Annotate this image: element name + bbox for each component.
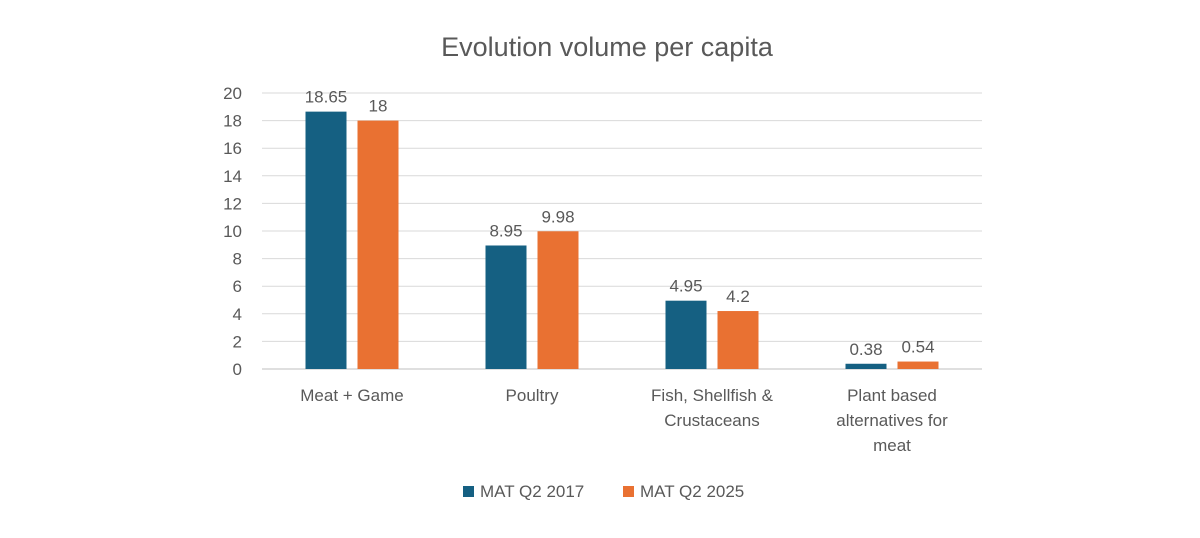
data-label: 18 (369, 97, 388, 116)
chart-title: Evolution volume per capita (441, 32, 774, 62)
y-tick-label: 4 (233, 305, 242, 324)
legend-swatch (463, 486, 474, 497)
bar (845, 363, 887, 369)
x-tick-label: meat (873, 436, 911, 455)
y-tick-label: 12 (223, 194, 242, 213)
data-label: 8.95 (489, 221, 522, 240)
y-tick-label: 0 (233, 360, 242, 379)
x-tick-label: alternatives for (836, 411, 948, 430)
data-label: 0.38 (849, 340, 882, 359)
y-tick-label: 8 (233, 250, 242, 269)
y-tick-label: 2 (233, 332, 242, 351)
bar (665, 300, 707, 369)
x-tick-label: Crustaceans (664, 411, 759, 430)
bar (717, 311, 759, 369)
y-tick-label: 14 (223, 167, 242, 186)
data-label: 4.95 (669, 277, 702, 296)
bar (485, 245, 527, 369)
y-tick-label: 18 (223, 112, 242, 131)
data-label: 9.98 (541, 207, 574, 226)
legend-swatch (623, 486, 634, 497)
bar (897, 361, 939, 369)
x-tick-label: Plant based (847, 386, 937, 405)
bar (357, 120, 399, 369)
data-label: 4.2 (726, 287, 750, 306)
y-tick-label: 20 (223, 84, 242, 103)
x-tick-label: Meat + Game (300, 386, 403, 405)
data-label: 0.54 (901, 338, 934, 357)
x-tick-label: Fish, Shellfish & (651, 386, 774, 405)
legend-label: MAT Q2 2025 (640, 482, 744, 501)
x-tick-label: Poultry (506, 386, 559, 405)
y-tick-label: 16 (223, 139, 242, 158)
y-tick-label: 6 (233, 277, 242, 296)
y-tick-label: 10 (223, 222, 242, 241)
legend-label: MAT Q2 2017 (480, 482, 584, 501)
bar (305, 111, 347, 369)
data-label: 18.65 (305, 88, 348, 107)
bar (537, 231, 579, 369)
